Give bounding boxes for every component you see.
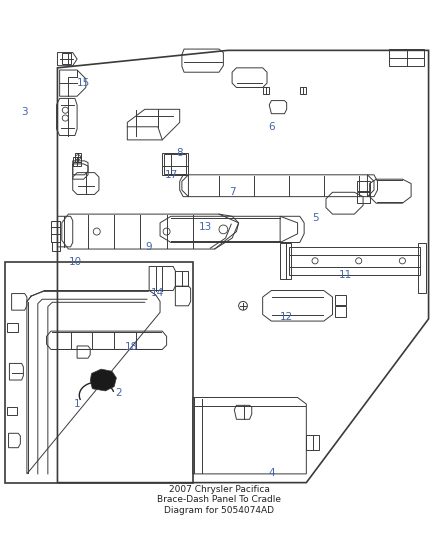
Text: 13: 13 [199,222,212,232]
Text: 12: 12 [280,312,293,322]
Text: 1: 1 [74,399,81,409]
Text: 3: 3 [21,107,28,117]
Text: 8: 8 [177,148,183,158]
Text: 11: 11 [339,270,352,280]
Text: 9: 9 [146,242,152,252]
Text: 7: 7 [229,187,235,197]
Text: 2007 Chrysler Pacifica
Brace-Dash Panel To Cradle
Diagram for 5054074AD: 2007 Chrysler Pacifica Brace-Dash Panel … [157,485,281,514]
Text: 2: 2 [115,388,122,398]
Text: 15: 15 [77,78,90,88]
Text: 10: 10 [68,257,81,267]
Text: 18: 18 [125,342,138,352]
Text: 17: 17 [164,170,177,180]
Text: 5: 5 [312,214,318,223]
Polygon shape [90,369,117,391]
Text: 6: 6 [268,122,275,132]
Text: 4: 4 [268,467,275,478]
Text: 14: 14 [151,288,165,298]
